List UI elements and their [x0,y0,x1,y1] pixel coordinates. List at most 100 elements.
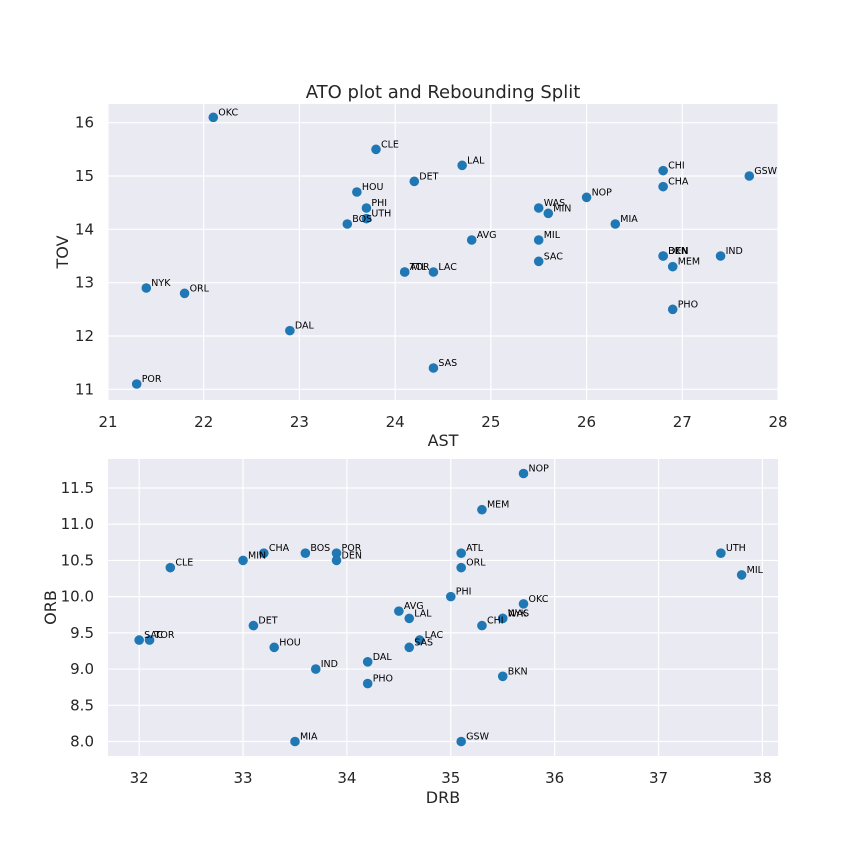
point-label: OKC [529,594,549,605]
data-point [667,304,678,315]
point-label: UTH [726,543,746,554]
data-point [457,160,467,171]
point-label: MIL [544,230,561,241]
point-label: AVG [404,601,424,612]
y-axis-label: TOV [53,235,72,269]
data-points [131,112,755,389]
point-label: CLE [381,139,399,150]
y-tick-label: 15 [75,167,94,185]
data-point [238,555,248,566]
data-point [543,208,554,219]
gridlines [107,104,779,400]
y-tick-labels: 8.0 8.5 9.0 9.5 10.0 10.5 11.0 11.5 [61,479,94,751]
data-point [658,251,668,261]
data-points [134,468,747,747]
y-tick-label: 10.0 [61,588,94,606]
x-tick-label: 22 [194,413,213,431]
point-label: PHI [456,587,472,598]
data-point [716,548,726,558]
data-point [248,620,259,631]
data-point [445,591,456,602]
x-tick-label: 37 [649,769,668,787]
data-point [404,642,415,653]
point-label: DAL [295,321,315,332]
data-point [300,548,311,558]
y-tick-label: 12 [75,327,94,345]
point-label: DET [419,171,438,182]
data-point [394,606,404,616]
data-point [736,570,747,580]
y-tick-label: 8.5 [70,696,94,714]
data-point [310,664,321,674]
data-point [361,213,372,224]
point-label: DEN [668,246,688,257]
data-point [269,642,280,653]
point-label: MIN [248,550,266,561]
data-point [456,548,466,558]
data-point [533,235,544,245]
y-tick-label: 16 [75,114,94,132]
point-label: MEM [678,257,700,268]
data-point [581,192,592,203]
point-label: CHI [487,616,504,627]
x-tick-labels: 32 33 34 35 36 37 38 [130,769,772,787]
point-label: BKN [668,246,688,257]
point-label: UTH [371,209,391,220]
point-label: PHO [678,299,698,310]
point-label: CHI [668,161,685,172]
data-point [744,171,755,181]
point-label: LAC [438,262,457,273]
data-point [285,325,295,336]
data-point [715,251,726,261]
point-label: ORL [466,558,486,569]
x-tick-label: 35 [441,769,460,787]
point-label: IND [726,246,743,257]
data-point [179,288,190,299]
plot-area [108,459,778,756]
y-tick-label: 11.0 [61,515,94,533]
point-label: LAC [425,630,444,641]
data-point [399,267,410,277]
x-axis-label: AST [428,431,459,450]
data-point [144,635,155,645]
y-tick-label: 13 [75,274,94,292]
data-point [141,283,152,293]
point-label: NYK [508,608,528,619]
data-point [134,635,144,645]
point-label: CHA [668,177,689,188]
y-tick-label: 11 [75,380,94,398]
point-label: ATL [410,262,428,273]
y-tick-label: 14 [75,220,94,238]
point-label: ORL [190,283,210,294]
ato-scatter-plot: 21 22 23 24 25 26 27 28 11 12 13 14 15 16 OKC CLE LAL C… [53,82,788,450]
point-label: MIA [620,214,638,225]
point-label: NOP [529,463,550,474]
data-point [533,256,544,267]
data-point [518,599,529,609]
y-tick-label: 9.5 [70,624,94,642]
data-point [658,181,668,192]
point-label: NYK [151,278,171,289]
point-label: ATL [466,543,484,554]
data-point [414,635,425,645]
data-point [352,187,362,197]
data-point [477,620,487,631]
data-point [331,548,342,558]
point-label: DAL [373,652,393,663]
plot-area [108,104,778,400]
x-tick-label: 34 [337,769,356,787]
y-tick-label: 9.0 [70,660,94,678]
y-axis-label: ORB [41,590,60,625]
point-label: MIN [553,203,571,214]
x-tick-label: 24 [386,413,405,431]
data-point [667,261,678,272]
data-point [208,112,219,123]
x-tick-labels: 21 22 23 24 25 26 27 28 [98,413,787,431]
x-tick-label: 32 [130,769,149,787]
x-tick-label: 28 [768,413,787,431]
point-label: HOU [362,182,384,193]
x-axis-label: DRB [426,788,460,807]
point-label: SAC [544,251,564,262]
point-label: PHI [371,198,387,209]
